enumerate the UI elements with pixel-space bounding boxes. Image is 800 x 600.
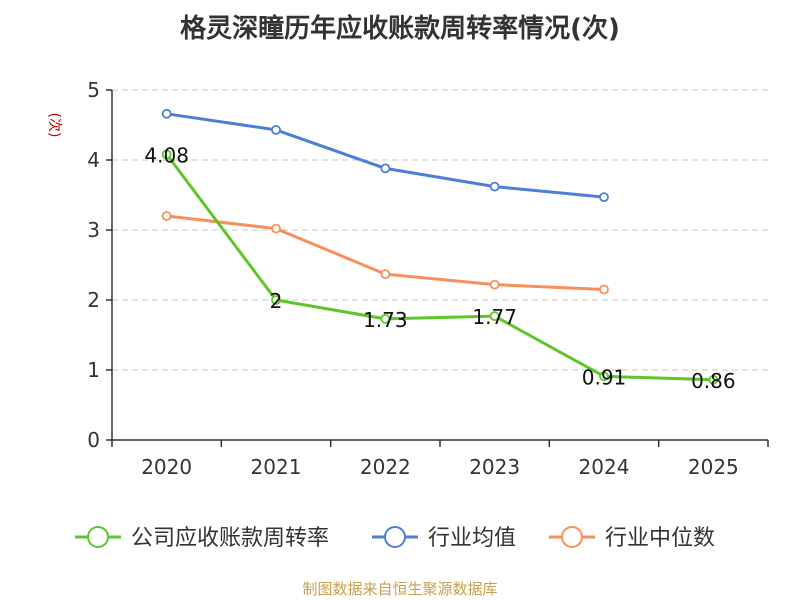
data-point-s2-2020[interactable]: [161, 211, 172, 221]
x-tick-label-2022: 2022: [360, 455, 411, 479]
legend-label-0: 公司应收账款周转率: [131, 526, 329, 551]
legend-label-1: 行业均值: [428, 526, 516, 551]
legend-item-2[interactable]: 行业中位数: [549, 526, 715, 551]
series-line-0: [165, 153, 714, 382]
data-point-s2-2021[interactable]: [271, 223, 281, 234]
legend-marker-0: [87, 526, 109, 548]
data-label-2020: 4.08: [144, 143, 189, 167]
data-label-2023: 1.77: [472, 305, 517, 329]
data-point-s1-2020[interactable]: [161, 108, 172, 119]
y-tick-label: 0: [87, 428, 100, 452]
data-point-s1-2021[interactable]: [271, 124, 281, 135]
y-tick-label: 5: [87, 78, 100, 102]
legend-marker-2: [561, 526, 583, 548]
data-point-s0-2020[interactable]: [161, 149, 172, 160]
data-point-s0-2022[interactable]: [380, 313, 391, 324]
y-tick-label: 2: [87, 288, 100, 312]
x-tick-label-2025: 2025: [688, 455, 739, 479]
data-label-2024: 0.91: [582, 365, 627, 389]
axis-layer: 0 1 2 3 4 5 2020 2021 2022 2023 2024 2025: [87, 78, 769, 479]
x-tick-label-2023: 2023: [469, 455, 520, 479]
x-tick-label-2024: 2024: [579, 455, 630, 479]
data-point-s0-2021[interactable]: [271, 295, 281, 305]
source-note: 制图数据来自恒生聚源数据库: [302, 580, 498, 598]
data-point-s1-2023[interactable]: [489, 181, 500, 192]
y-tick-label: 4: [87, 148, 100, 172]
legend-item-0[interactable]: 公司应收账款周转率: [75, 526, 329, 551]
legend-label-2: 行业中位数: [605, 526, 715, 551]
legend[interactable]: 公司应收账款周转率 行业均值 行业中位数: [75, 526, 715, 551]
data-label-2022: 1.73: [363, 308, 408, 332]
data-label-2021: 2: [270, 289, 283, 313]
data-point-s0-2024[interactable]: [599, 371, 609, 382]
label-layer: 4.08 2 1.73 1.77 0.91 0.86: [144, 143, 735, 392]
data-point-s0-2023[interactable]: [489, 311, 500, 322]
grid-layer: [112, 89, 768, 371]
chart-title: 格灵深瞳历年应收账款周转率情况(次): [180, 14, 620, 44]
legend-marker-1: [384, 526, 406, 548]
legend-item-1[interactable]: 行业均值: [372, 526, 516, 551]
data-point-s2-2023[interactable]: [489, 279, 500, 290]
y-tick-label: 3: [87, 218, 100, 242]
data-point-s1-2024[interactable]: [599, 192, 609, 203]
data-label-2025: 0.86: [691, 369, 736, 393]
series-line-1: [166, 112, 605, 199]
x-tick-label-2020: 2020: [141, 455, 192, 479]
series-layer: [161, 108, 719, 385]
data-point-s2-2024[interactable]: [599, 284, 609, 295]
y-tick-label: 1: [87, 358, 100, 382]
data-point-s0-2025[interactable]: [708, 374, 719, 385]
x-tick-label-2021: 2021: [251, 455, 302, 479]
y-axis-label: (次): [46, 113, 62, 138]
data-point-s2-2022[interactable]: [380, 269, 391, 280]
data-point-s1-2022[interactable]: [380, 163, 391, 174]
